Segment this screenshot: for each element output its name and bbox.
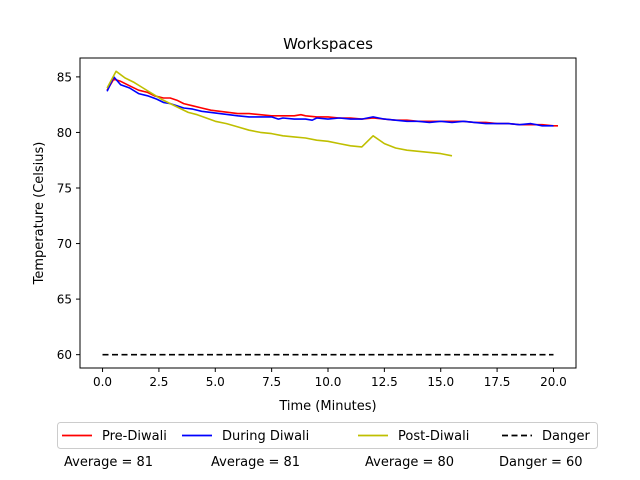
series-line-post-diwali — [106, 70, 453, 157]
y-tick-label: 85 — [57, 70, 72, 84]
legend-label-during-diwali: During Diwali — [222, 429, 309, 444]
x-axis-label: Time (Minutes) — [278, 399, 376, 414]
x-tick-label: 2.5 — [149, 375, 168, 389]
y-tick-label: 80 — [57, 126, 72, 140]
y-tick-label: 75 — [57, 182, 72, 196]
x-tick-label: 0.0 — [93, 375, 112, 389]
average-label-pre-diwali: Average = 81 — [64, 455, 154, 470]
legend-label-danger: Danger — [542, 429, 590, 444]
y-tick-label: 60 — [57, 348, 72, 362]
x-tick-label: 17.5 — [484, 375, 511, 389]
legend-frame — [57, 422, 598, 449]
danger-threshold-label: Danger = 60 — [499, 455, 583, 470]
plot-frame — [79, 57, 577, 369]
average-label-post-diwali: Average = 80 — [365, 455, 455, 470]
plot-lines — [102, 70, 558, 356]
y-axis-ticks: 60 65 70 75 80 85 — [57, 70, 80, 362]
chart-title: Workspaces — [283, 35, 373, 53]
y-tick-label: 65 — [57, 293, 72, 307]
average-label-during-diwali: Average = 81 — [211, 455, 301, 470]
x-tick-label: 15.0 — [427, 375, 454, 389]
x-tick-label: 20.0 — [540, 375, 567, 389]
y-axis-label: Temperature (Celsius) — [32, 142, 47, 286]
legend-label-pre-diwali: Pre-Diwali — [102, 429, 167, 444]
y-tick-label: 70 — [57, 237, 72, 251]
x-tick-label: 10.0 — [315, 375, 342, 389]
x-tick-label: 12.5 — [371, 375, 398, 389]
legend-label-post-diwali: Post-Diwali — [398, 429, 469, 444]
x-tick-label: 5.0 — [206, 375, 225, 389]
legend: Pre-Diwali During Diwali Post-Diwali Danger — [57, 422, 598, 449]
series-line-during-diwali — [106, 76, 554, 127]
x-tick-label: 7.5 — [262, 375, 281, 389]
x-axis-ticks: 0.0 2.5 5.0 7.5 10.0 12.5 15.0 17.5 20.0 — [93, 368, 567, 389]
